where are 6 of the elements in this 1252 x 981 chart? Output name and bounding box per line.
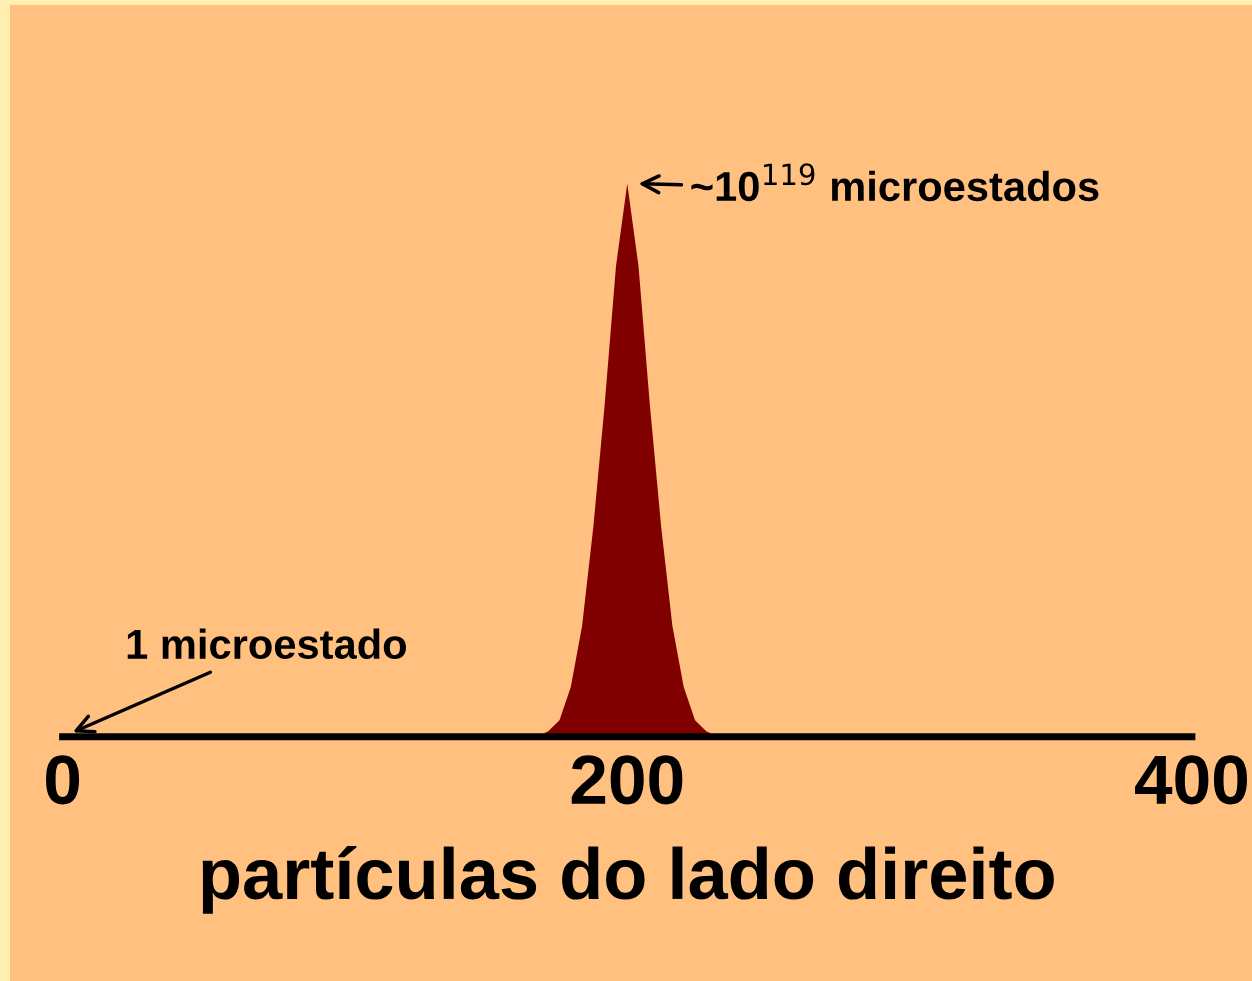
x-tick-label: 0 [46,755,80,805]
x-axis-title: partículas do lado direito [202,845,1054,914]
annotation: ~10$^{119}$ microestados [691,163,1099,202]
annotation: 1 microestado [127,628,406,660]
x-tick-label: 200 [571,755,683,805]
x-tick-label: 400 [1135,755,1247,805]
